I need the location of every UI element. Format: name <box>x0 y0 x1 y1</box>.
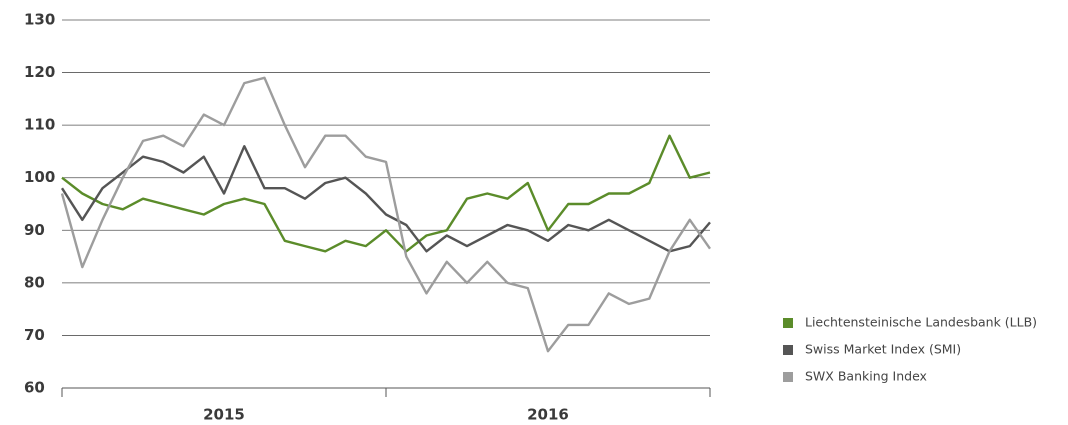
legend-swatch <box>783 372 793 382</box>
y-tick-label: 80 <box>24 273 45 291</box>
legend-label: Liechtensteinische Landesbank (LLB) <box>805 315 1037 330</box>
y-tick-label: 130 <box>24 11 55 29</box>
y-tick-label: 90 <box>24 221 45 239</box>
y-tick-label: 70 <box>24 326 45 344</box>
legend-label: Swiss Market Index (SMI) <box>805 342 961 357</box>
x-tick-label: 2015 <box>203 406 245 424</box>
series-line <box>61 134 711 253</box>
legend-label: SWX Banking Index <box>805 369 927 384</box>
series-line <box>60 145 711 253</box>
series-line <box>60 76 711 353</box>
y-tick-label: 120 <box>24 63 55 81</box>
y-tick-label: 110 <box>24 116 55 134</box>
x-tick-label: 2016 <box>527 406 569 424</box>
legend-swatch <box>783 345 793 355</box>
y-tick-label: 100 <box>24 168 55 186</box>
y-tick-label: 60 <box>24 379 45 397</box>
legend-swatch <box>783 318 793 328</box>
